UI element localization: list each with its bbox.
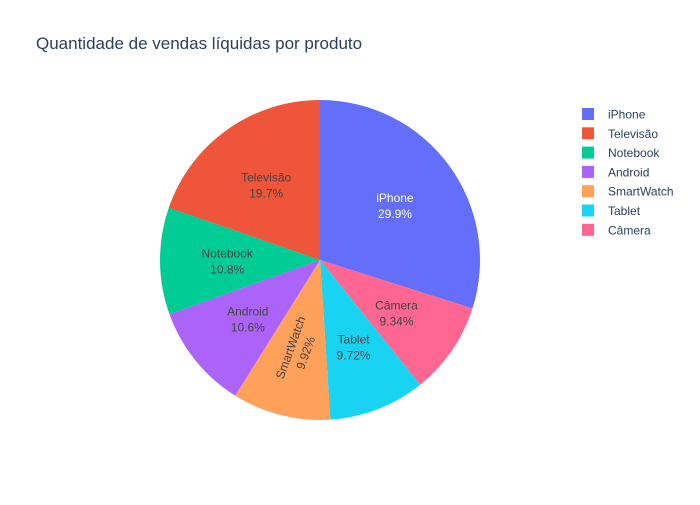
slice-label-televisao: Televisão 19.7% [241, 170, 291, 200]
legend-label: Tablet [608, 204, 641, 218]
legend-item-camera[interactable]: Câmera [582, 223, 651, 237]
slice-label-value: 9.72% [337, 349, 371, 363]
pie-slice-android[interactable] [169, 260, 320, 396]
legend-label: iPhone [608, 108, 646, 122]
legend-label: Televisão [608, 127, 658, 141]
legend-swatch [582, 146, 594, 159]
legend-item-smartwatch[interactable]: SmartWatch [582, 185, 674, 199]
legend-swatch [582, 127, 594, 140]
legend-swatch [582, 204, 594, 217]
slice-label-value: 9.34% [379, 315, 413, 329]
slice-label-name: Android [227, 304, 268, 318]
slice-label-name: Notebook [202, 247, 254, 261]
slice-label-value: 29.9% [378, 207, 412, 221]
slice-label-name: iPhone [376, 191, 414, 205]
legend-label: Câmera [608, 223, 651, 237]
legend-swatch [582, 165, 594, 178]
pie-slice-iphone[interactable] [320, 100, 480, 309]
pie-slice-televisao[interactable] [168, 100, 320, 260]
legend-item-android[interactable]: Android [582, 165, 649, 179]
pie-slice-tablet[interactable] [320, 260, 421, 420]
slice-label-name: Televisão [241, 170, 291, 184]
slice-label-tablet: Tablet 9.72% [337, 333, 371, 363]
legend-item-tablet[interactable]: Tablet [582, 204, 641, 218]
legend-swatch [582, 185, 594, 198]
pie-slices [160, 100, 480, 421]
pie-slice-notebook[interactable] [160, 207, 320, 315]
pie-slice-smartwatch[interactable] [235, 260, 331, 421]
legend-label: Notebook [608, 146, 660, 160]
slice-label-android: Android 10.6% [227, 304, 268, 334]
slice-label-value: 10.8% [210, 263, 244, 277]
pie-labels: iPhone29.9%Câmera9.34%Tablet9.72%SmartWa… [202, 170, 419, 380]
legend-item-iphone[interactable]: iPhone [582, 108, 646, 122]
slice-label-value: 10.6% [231, 320, 265, 334]
legend-label: SmartWatch [608, 185, 674, 199]
legend: iPhone Televisão Notebook Android SmartWatch… [582, 108, 674, 237]
slice-label-value: 19.7% [249, 186, 283, 200]
slice-label-notebook: Notebook 10.8% [202, 247, 254, 277]
slice-label-name: Câmera [375, 299, 418, 313]
pie-slice-camera[interactable] [320, 260, 473, 385]
slice-label-iphone: iPhone 29.9% [376, 191, 414, 221]
slice-label-name: Tablet [338, 333, 371, 347]
legend-swatch [582, 223, 594, 236]
legend-label: Android [608, 165, 649, 179]
legend-swatch [582, 108, 594, 120]
legend-item-notebook[interactable]: Notebook [582, 146, 660, 160]
slice-label-camera: Câmera 9.34% [375, 299, 418, 329]
legend-item-televisao[interactable]: Televisão [582, 127, 658, 141]
chart-title: Quantidade de vendas líquidas por produt… [36, 34, 363, 53]
